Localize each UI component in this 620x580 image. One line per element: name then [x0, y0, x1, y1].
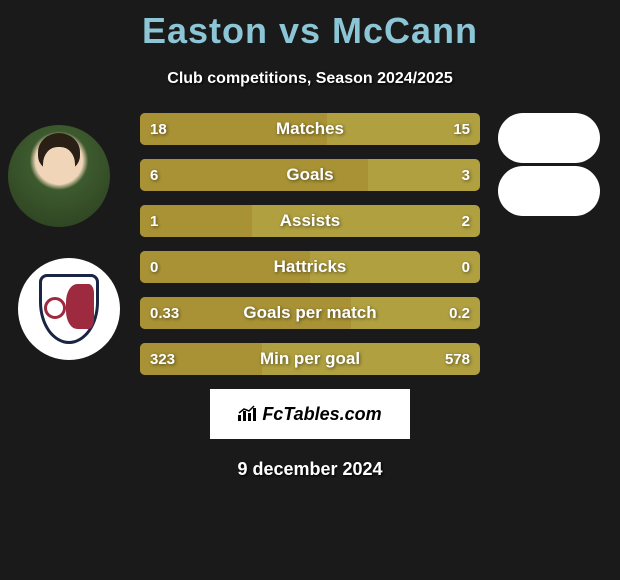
team-crest-avatar [18, 258, 120, 360]
stat-label: Matches [140, 119, 480, 139]
fctables-logo: FcTables.com [210, 389, 410, 439]
stat-label: Min per goal [140, 349, 480, 369]
stats-bars: 1815Matches 63Goals 12Assists 00Hattricks 0.… [140, 113, 480, 375]
stat-bar: 12Assists [140, 205, 480, 237]
stat-label: Assists [140, 211, 480, 231]
content-area: 1815Matches 63Goals 12Assists 00Hattricks 0.… [0, 113, 620, 375]
comparison-title: Easton vs McCann [0, 0, 620, 52]
player-right-avatar-1 [498, 113, 600, 163]
stat-bar: 1815Matches [140, 113, 480, 145]
player-left-avatar [8, 125, 110, 227]
stat-bar: 0.330.2Goals per match [140, 297, 480, 329]
team-crest [34, 269, 104, 349]
date-text: 9 december 2024 [0, 459, 620, 480]
stat-label: Goals per match [140, 303, 480, 323]
player-right-avatar-2 [498, 166, 600, 216]
stat-label: Goals [140, 165, 480, 185]
crest-lion-icon [66, 284, 94, 329]
stat-bar: 323578Min per goal [140, 343, 480, 375]
stat-bar: 00Hattricks [140, 251, 480, 283]
season-subtitle: Club competitions, Season 2024/2025 [0, 70, 620, 88]
crest-wheel-icon [44, 297, 66, 319]
stat-bar: 63Goals [140, 159, 480, 191]
chart-icon [238, 405, 258, 424]
stat-label: Hattricks [140, 257, 480, 277]
logo-text: FcTables.com [262, 404, 381, 425]
